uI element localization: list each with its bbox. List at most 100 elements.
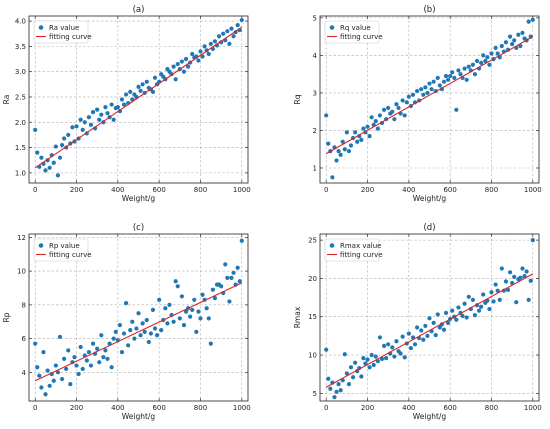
data-point [503,279,509,284]
data-point [146,339,151,345]
y-tick-label: 8 [22,301,26,309]
x-tick-label: 0 [33,186,37,194]
data-point [425,90,430,96]
data-point [431,79,436,84]
data-point [518,275,523,280]
data-point [346,382,352,387]
data-point [485,55,490,60]
data-point [171,64,176,69]
data-point [495,51,500,56]
data-point [367,365,372,370]
plot-frame [28,15,249,184]
data-point [117,109,123,114]
data-point [223,262,228,267]
data-point [435,75,440,81]
data-point [495,288,500,293]
legend-marker-points [329,243,335,248]
data-point [423,85,428,90]
data-point [530,17,535,22]
data-point [392,117,397,122]
data-point [334,158,339,163]
x-tick-label: 600 [443,404,456,412]
data-point [338,152,343,157]
y-tick-label: 4 [22,369,27,377]
x-tick-label: 400 [111,186,124,194]
data-point [355,139,360,144]
fitting-curve-line [34,26,243,169]
y-tick-label: 5 [313,390,317,398]
data-point [365,357,370,362]
data-point [82,120,87,125]
legend-label-points: Rq value [340,24,371,32]
data-point [212,39,218,44]
data-point [466,294,471,299]
data-point [99,333,104,338]
data-point [121,331,127,336]
data-point [181,69,187,74]
chart-panel-1: 0 200 400 600 800 1000 1.0 1.5 2.0 2.5 3.0 3.5 4.0 (a… [2,5,251,203]
data-point [342,147,347,152]
data-point [421,92,426,97]
data-point [165,321,170,326]
data-point [97,117,102,122]
data-point [361,356,366,361]
data-point [394,339,399,344]
data-point [173,279,178,284]
data-point [499,266,504,271]
data-point [59,142,65,148]
data-point [157,297,162,302]
data-point [124,301,129,306]
data-point [97,360,102,365]
data-point [190,51,195,57]
data-point [210,287,215,292]
data-point [231,34,236,39]
data-point [377,113,383,118]
data-point [435,312,440,317]
x-tick-label: 200 [70,186,83,194]
data-point [192,297,197,302]
legend-label-fit: fitting curve [340,251,383,259]
data-point [344,371,349,376]
data-point [386,342,391,347]
data-point [379,356,385,361]
data-point [425,333,430,338]
data-point [396,105,401,111]
data-point [152,326,158,331]
data-point [229,275,234,280]
data-point [390,345,395,350]
x-tick-label: 600 [152,404,165,412]
data-point [400,98,405,103]
y-tick-label: 25 [308,237,317,245]
data-point [35,150,40,155]
legend-box [33,238,89,262]
data-point [150,307,156,313]
data-point [33,341,38,346]
data-point [159,328,164,333]
x-tick-label: 0 [33,404,37,412]
data-point [78,117,83,122]
data-point [367,133,372,139]
data-point [99,112,104,117]
data-point [408,346,414,351]
data-point [219,284,224,289]
data-point [183,309,189,314]
data-point [489,51,494,56]
data-point [398,351,403,356]
y-axis-label: Rp [2,312,11,322]
x-tick-label: 1000 [524,186,542,194]
data-point [512,274,517,279]
data-point [53,144,58,149]
data-point [338,388,343,393]
data-point [130,319,135,324]
legend-marker-points [329,25,335,30]
data-point [86,115,92,120]
panel-title: (c) [133,223,144,233]
data-point [37,373,42,378]
data-point [154,333,160,338]
data-point [171,319,176,324]
data-point [456,305,461,310]
data-point [212,296,218,301]
x-tick-label: 600 [443,186,456,194]
data-point [326,141,331,146]
data-point [402,355,407,360]
